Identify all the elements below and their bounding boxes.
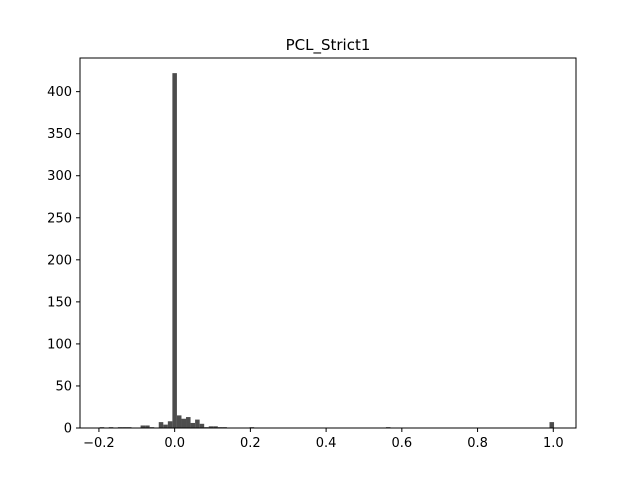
histogram-bar xyxy=(186,417,191,428)
histogram-bar xyxy=(140,425,146,428)
y-tick-label: 350 xyxy=(47,127,72,142)
histogram-bar xyxy=(163,424,168,428)
y-tick-label: 50 xyxy=(55,379,72,394)
histogram-bar xyxy=(158,422,164,428)
chart-title: PCL_Strict1 xyxy=(286,36,371,55)
plot-frame xyxy=(79,57,577,429)
histogram-bar xyxy=(549,422,555,428)
histogram-bar xyxy=(213,426,218,428)
histogram-bar xyxy=(181,418,187,428)
y-axis: 0 50 100 150 200 250 300 350 400 xyxy=(47,85,80,437)
y-tick-label: 300 xyxy=(47,169,72,184)
histogram-bar xyxy=(190,422,196,428)
x-tick-label: 0.4 xyxy=(316,436,337,451)
y-tick-label: 0 xyxy=(64,422,72,437)
x-tick-label: −0.2 xyxy=(83,436,115,451)
histogram-bar xyxy=(208,426,214,428)
histogram-bar xyxy=(176,415,182,428)
x-tick-label: 0.0 xyxy=(164,436,185,451)
y-tick-label: 150 xyxy=(47,295,72,310)
x-tick-label: 1.0 xyxy=(543,436,564,451)
histogram-bar xyxy=(199,423,205,428)
y-tick-label: 250 xyxy=(47,211,72,226)
histogram-bar xyxy=(195,419,200,428)
histogram-bar xyxy=(167,421,173,428)
histogram-bar xyxy=(145,425,150,428)
bars-group xyxy=(99,73,555,428)
x-tick-label: 0.8 xyxy=(467,436,488,451)
x-tick-label: 0.2 xyxy=(240,436,261,451)
y-tick-label: 400 xyxy=(47,85,72,100)
x-tick-label: 0.6 xyxy=(391,436,412,451)
histogram-bar xyxy=(172,73,177,428)
y-tick-label: 200 xyxy=(47,253,72,268)
y-tick-label: 100 xyxy=(47,337,72,352)
x-axis: −0.2 0.0 0.2 0.4 0.6 0.8 1.0 xyxy=(83,428,564,451)
